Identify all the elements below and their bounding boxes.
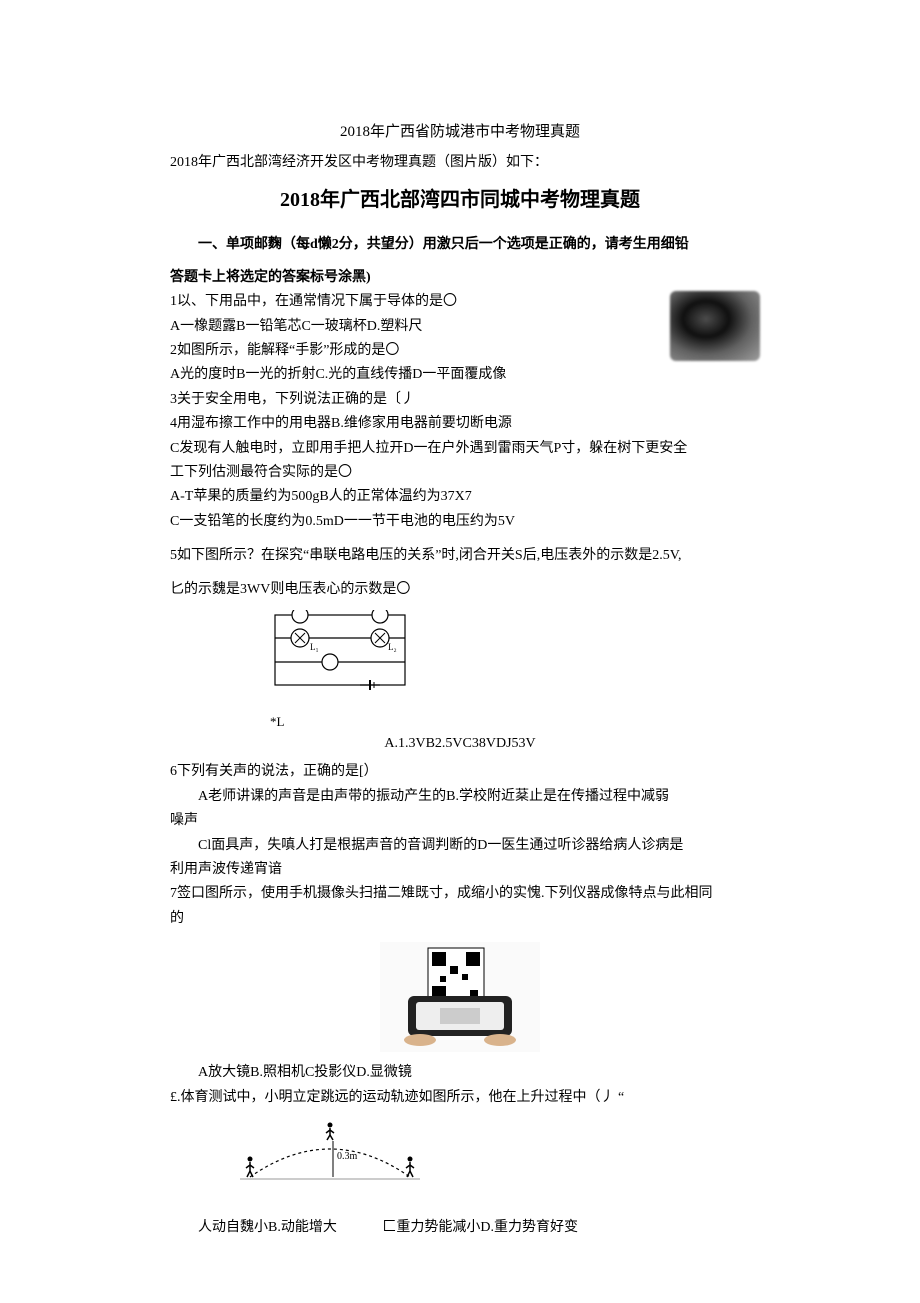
long-jump-diagram: 0.3m <box>230 1119 430 1189</box>
question-8-options: 人动自魏小B.动能增大 匚重力势能减小D.重力势育好变 <box>170 1217 750 1239</box>
question-5-line2: 匕的示魏是3WV则电压表心的示数是〇 <box>170 579 750 601</box>
circuit-diagram: L₁ L₂ <box>270 610 410 700</box>
question-2-stem: 2如图所示，能解释“手影”形成的是〇 <box>170 340 750 362</box>
question-6-stem: 6下列有关声的说法，正确的是[） <box>170 761 750 783</box>
question-5-line1: 5如下图所示？在探究“串联电路电压的关系”时,闭合开关S后,电压表外的示数是2.… <box>170 545 750 567</box>
section-1-header-line2: 答题卡上将选定的答案标号涂黑) <box>170 267 750 289</box>
main-title: 2018年广西北部湾四市同城中考物理真题 <box>170 184 750 216</box>
question-3-stem: 3关于安全用电，下列说法正确的是〔丿 <box>170 389 750 411</box>
question-6-option-cd-suffix: 利用声波传递宵谙 <box>170 859 750 881</box>
question-6-option-ab: A老师讲课的声音是由声带的振动产生的B.学校附近棻止是在传播过程中减弱 <box>170 786 750 808</box>
jump-height-label: 0.3m <box>337 1151 358 1162</box>
question-4-stem: 工下列估测最符合实际的是〇 <box>170 462 750 484</box>
question-7-options: A放大镜B.照相机C投影仪D.显微镜 <box>170 1062 750 1084</box>
question-2-options: A光的度时B一光的折射C.光的直线传播D一平面覆成像 <box>170 364 750 386</box>
question-8-options-right: 匚重力势能减小D.重力势育好变 <box>382 1217 578 1239</box>
question-8-stem: £.体育测试中，小明立定跳远的运动轨迹如图所示，他在上升过程中（丿 “ <box>170 1087 750 1109</box>
question-7-line1: 7签口图所示，使用手机摄像头扫描二雉既寸，成缩小的实愧.下列仪器成像特点与此相同 <box>170 883 750 905</box>
question-1-stem: 1以、下用品中，在通常情况下属于导体的是〇 <box>170 291 750 313</box>
question-3-option-cd: C发现有人触电时，立即用手把人拉开D一在户外遇到雷雨天气P寸，躲在树下更安全 <box>170 438 750 460</box>
document-title: 2018年广西省防城港市中考物理真题 <box>170 120 750 144</box>
svg-text:L₂: L₂ <box>388 642 397 652</box>
question-6-option-ab-suffix: 噪声 <box>170 810 750 832</box>
question-1-block: 1以、下用品中，在通常情况下属于导体的是〇 A一橡题露B一铅笔芯C一玻璃杯D.塑… <box>170 291 750 387</box>
exam-page: 2018年广西省防城港市中考物理真题 2018年广西北部湾经济开发区中考物理真题… <box>0 0 920 1300</box>
hand-shadow-image <box>670 291 760 361</box>
section-1-header-line1: 一、单项邮麴（每d懒2分，共望分）用激只后一个选项是正确的，请考生用细铅 <box>170 234 750 256</box>
question-5-options: A.1.3VB2.5VC38VDJ53V <box>170 733 750 755</box>
svg-text:L₁: L₁ <box>310 642 319 652</box>
question-3-option-ab: 4用湿布擦工作中的用电器B.维修家用电器前要切断电源 <box>170 413 750 435</box>
question-4-option-cd: C一支铅笔的长度约为0.5mD一一节干电池的电压约为5V <box>170 511 750 533</box>
question-4-option-ab: A-T苹果的质量约为500gB人的正常体温约为37X7 <box>170 486 750 508</box>
question-8-options-left: 人动自魏小B.动能增大 <box>198 1217 337 1239</box>
qr-code-scan-image <box>380 942 540 1052</box>
circuit-label: *L <box>270 712 750 733</box>
question-7-line2: 的 <box>170 908 750 930</box>
subtitle-line: 2018年广西北部湾经济开发区中考物理真题（图片版）如下： <box>170 152 750 174</box>
question-1-options: A一橡题露B一铅笔芯C一玻璃杯D.塑料尺 <box>170 316 750 338</box>
question-6-option-cd: Cl面具声，失嗔人打是根据声音的音调判断的D一医生通过听诊器给病人诊病是 <box>170 835 750 857</box>
